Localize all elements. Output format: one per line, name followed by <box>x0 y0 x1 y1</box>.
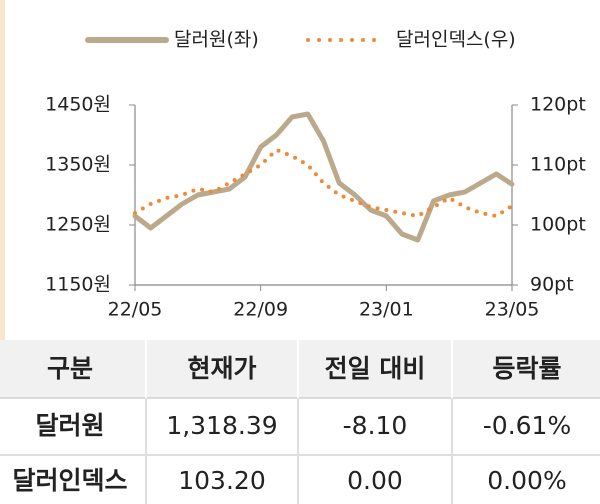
y-tick-label: 1250원 <box>45 214 111 236</box>
table-header-bg <box>0 340 600 398</box>
x-tick-label: 23/05 <box>485 299 540 321</box>
y2-tick-label: 110pt <box>530 154 586 176</box>
y-tick-label: 1350원 <box>45 154 111 176</box>
series-line <box>133 148 514 218</box>
table-header-cell: 구분 <box>47 354 93 383</box>
table-lines <box>0 340 600 504</box>
table-cell: 0.00% <box>487 466 566 495</box>
table-header-cell: 등락률 <box>492 354 561 383</box>
y-tick-label: 1450원 <box>45 94 111 116</box>
side-strip <box>0 0 5 340</box>
legend-label: 달러인덱스(우) <box>396 29 516 51</box>
y2-tick-label: 100pt <box>530 214 586 236</box>
x-tick-label: 22/09 <box>233 299 288 321</box>
table-cell: 달러원 <box>35 411 104 440</box>
axes <box>134 105 513 286</box>
y2-tick-label: 90pt <box>530 274 574 296</box>
y2-tick-label: 120pt <box>530 94 586 116</box>
table-header-cell: 전일 대비 <box>325 354 426 383</box>
series-line <box>132 111 515 243</box>
legend-label: 달러원(좌) <box>174 29 259 51</box>
table-cell: 달러인덱스 <box>12 466 127 495</box>
table-cell: -8.10 <box>343 411 408 440</box>
table-cell: -0.61% <box>483 411 571 440</box>
table-cell: 103.20 <box>178 466 265 495</box>
x-tick-label: 22/05 <box>108 299 163 321</box>
table-header-cell: 현재가 <box>187 354 256 383</box>
y-tick-label: 1150원 <box>45 274 111 296</box>
table-cell: 0.00 <box>347 466 403 495</box>
table-cell: 1,318.39 <box>166 411 277 440</box>
x-tick-label: 23/01 <box>359 299 414 321</box>
